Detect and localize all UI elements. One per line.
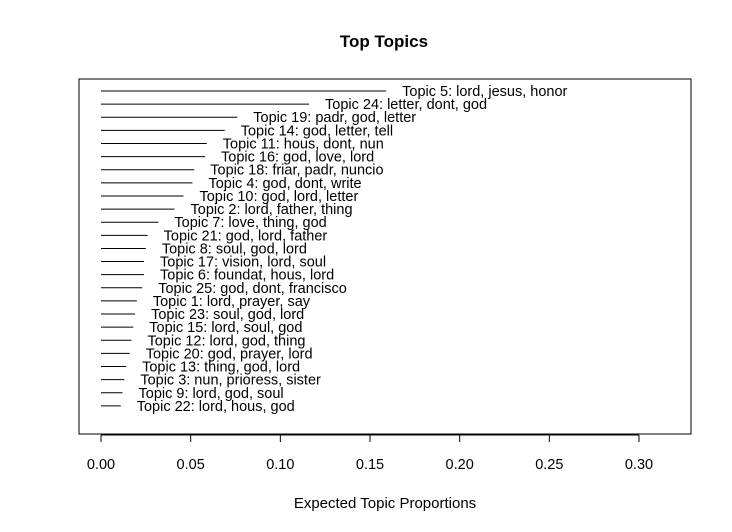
topic-label: Topic 13: thing, god, lord bbox=[142, 360, 300, 376]
topic-label: Topic 25: god, dont, francisco bbox=[158, 281, 347, 297]
x-tick-label: 0.30 bbox=[625, 457, 653, 473]
topic-label: Topic 8: soul, god, lord bbox=[162, 241, 307, 257]
x-tick-label: 0.05 bbox=[177, 457, 205, 473]
topic-bars bbox=[101, 90, 387, 407]
topic-label: Topic 18: friar, padr, nuncio bbox=[210, 163, 383, 179]
topic-label: Topic 6: foundat, hous, lord bbox=[160, 268, 334, 284]
plot-frame bbox=[78, 78, 692, 435]
topic-label: Topic 23: soul, god, lord bbox=[151, 307, 304, 323]
topic-label: Topic 1: lord, prayer, say bbox=[153, 294, 311, 310]
topic-label: Topic 16: god, love, lord bbox=[221, 150, 374, 166]
topic-label: Topic 5: lord, jesus, honor bbox=[402, 84, 567, 100]
topic-label: Topic 2: lord, father, thing bbox=[191, 202, 353, 218]
x-tick-label: 0.15 bbox=[356, 457, 384, 473]
x-tick-label: 0.00 bbox=[87, 457, 115, 473]
x-tick-label: 0.25 bbox=[535, 457, 563, 473]
topic-label: Topic 10: god, lord, letter bbox=[199, 189, 358, 205]
x-axis: 0.00 0.05 0.10 0.15 0.20 0.25 0.30 bbox=[87, 434, 653, 473]
topic-label: Topic 3: nun, prioress, sister bbox=[140, 373, 321, 389]
topic-label: Topic 12: lord, god, thing bbox=[147, 333, 305, 349]
x-axis-label: Expected Topic Proportions bbox=[294, 495, 476, 512]
topic-label: Topic 4: god, dont, write bbox=[208, 176, 361, 192]
topic-label: Topic 20: god, prayer, lord bbox=[146, 346, 313, 362]
x-tick-label: 0.10 bbox=[266, 457, 294, 473]
topic-label: Topic 14: god, letter, tell bbox=[241, 123, 393, 139]
topic-label: Topic 21: god, lord, father bbox=[164, 228, 328, 244]
topic-label: Topic 11: hous, dont, nun bbox=[223, 136, 384, 152]
topic-label: Topic 9: lord, god, soul bbox=[139, 386, 284, 402]
topic-label: Topic 17: vision, lord, soul bbox=[160, 255, 326, 271]
topic-label: Topic 15: lord, soul, god bbox=[149, 320, 302, 336]
x-tick-label: 0.20 bbox=[446, 457, 474, 473]
chart-title: Top Topics bbox=[340, 32, 428, 51]
topic-label: Topic 19: padr, god, letter bbox=[253, 110, 416, 126]
topic-label: Topic 7: love, thing, god bbox=[174, 215, 326, 231]
topic-label: Topic 24: letter, dont, god bbox=[325, 97, 487, 113]
topic-label: Topic 22: lord, hous, god bbox=[137, 399, 295, 415]
